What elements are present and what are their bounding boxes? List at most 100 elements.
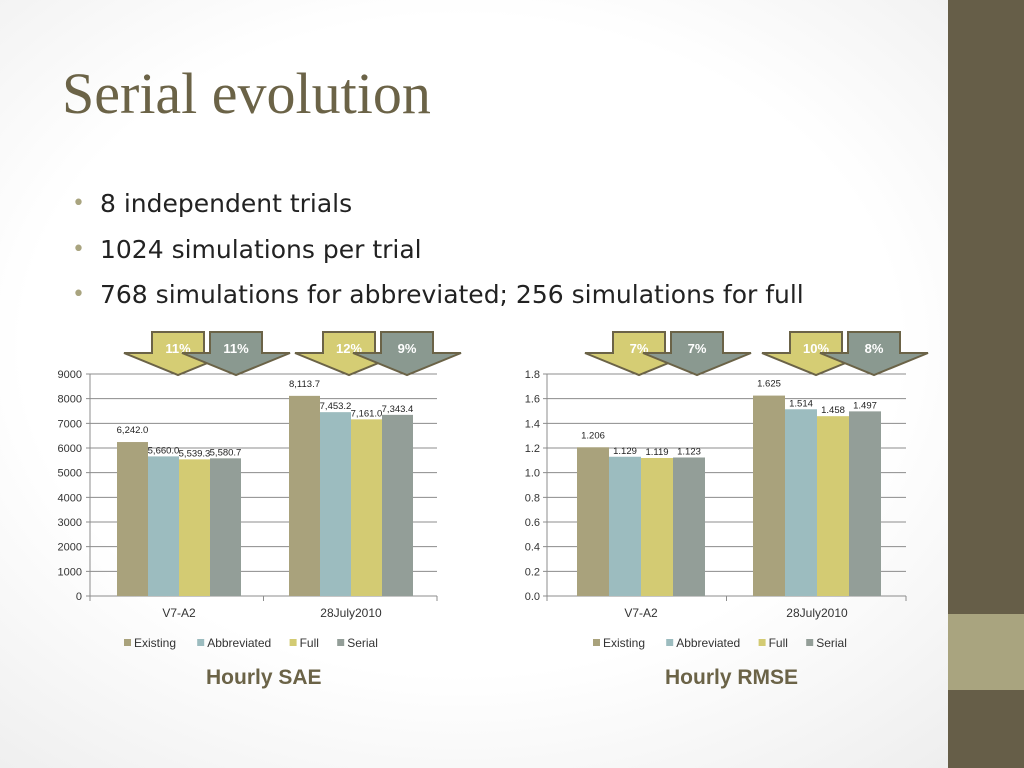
data-label: 1.458: [821, 405, 845, 416]
y-tick-label: 1.6: [525, 394, 540, 406]
legend-label: Full: [300, 636, 319, 650]
legend-label: Serial: [816, 636, 847, 650]
bar-full: [179, 459, 210, 596]
legend-label: Existing: [134, 636, 176, 650]
callout-arrow-grey: [352, 331, 462, 377]
bar-serial: [382, 414, 413, 596]
x-category-label: 28July2010: [786, 606, 848, 620]
data-label: 1.514: [789, 398, 813, 409]
data-label: 7,453.2: [320, 401, 352, 412]
bullet-list: • 8 independent trials • 1024 simulations …: [72, 186, 804, 323]
y-tick-label: 5000: [58, 468, 82, 480]
legend-swatch: [593, 639, 600, 646]
legend-label: Full: [769, 636, 788, 650]
bar-serial: [673, 457, 705, 596]
data-label: 1.206: [581, 430, 605, 441]
callout-label: 11%: [165, 341, 191, 356]
y-tick-label: 0.4: [525, 542, 540, 554]
callout-arrow-gold: [761, 331, 871, 377]
bar-full: [817, 416, 849, 596]
bar-abbreviated: [148, 456, 179, 596]
y-tick-label: 9000: [58, 369, 82, 381]
legend-label: Abbreviated: [676, 636, 740, 650]
bar-existing: [753, 395, 785, 596]
callout-label: 8%: [865, 341, 884, 356]
data-label: 1.129: [613, 446, 637, 457]
legend-swatch: [337, 639, 345, 646]
data-label: 1.625: [757, 379, 781, 390]
legend-swatch: [666, 639, 674, 646]
x-category-label: 28July2010: [320, 606, 382, 620]
x-category-label: V7-A2: [624, 606, 658, 620]
bullet-icon: •: [72, 282, 85, 307]
y-tick-label: 0.2: [525, 566, 540, 578]
sae-chart-caption: Hourly SAE: [206, 666, 322, 689]
data-label: 5,539.3: [179, 448, 211, 459]
bullet-icon: •: [72, 191, 85, 216]
bullet-item: • 1024 simulations per trial: [72, 232, 804, 278]
bar-existing: [289, 395, 320, 596]
legend-swatch: [124, 639, 131, 646]
callout-label: 12%: [336, 341, 362, 356]
callout-arrow-gold: [294, 331, 404, 377]
bar-abbreviated: [320, 412, 351, 596]
x-category-label: V7-A2: [162, 606, 196, 620]
y-tick-label: 3000: [58, 517, 82, 529]
bar-existing: [117, 442, 148, 596]
slide-title: Serial evolution: [62, 61, 431, 126]
data-label: 1.119: [645, 447, 668, 458]
callout-label: 9%: [398, 341, 417, 356]
bar-serial: [849, 411, 881, 596]
bullet-text: 1024 simulations per trial: [100, 234, 422, 264]
y-tick-label: 0.0: [525, 591, 540, 603]
callout-arrow-grey: [642, 331, 752, 377]
bar-full: [351, 419, 382, 596]
legend-swatch: [197, 639, 205, 646]
y-tick-label: 0: [76, 591, 82, 603]
y-tick-label: 1.4: [525, 418, 540, 430]
bar-full: [641, 457, 673, 596]
y-tick-label: 2000: [58, 542, 82, 554]
legend-swatch: [806, 639, 814, 646]
y-tick-label: 1.2: [525, 443, 540, 455]
y-tick-label: 7000: [58, 418, 82, 430]
y-tick-label: 1.8: [525, 369, 540, 381]
bar-abbreviated: [609, 456, 641, 596]
y-tick-label: 4000: [58, 492, 82, 504]
data-label: 5,660.0: [148, 445, 180, 456]
callout-label: 7%: [688, 341, 707, 356]
legend-label: Existing: [603, 636, 645, 650]
callout-arrow-gold: [123, 331, 233, 377]
y-tick-label: 0.8: [525, 492, 540, 504]
data-label: 8,113.7: [289, 379, 320, 390]
bullet-icon: •: [72, 236, 85, 262]
y-tick-label: 0.6: [525, 517, 540, 529]
callout-arrow-grey: [181, 331, 291, 377]
data-label: 5,580.7: [210, 447, 242, 458]
callout-arrow-gold: [584, 331, 694, 377]
callout-label: 7%: [630, 341, 649, 356]
y-tick-label: 1000: [58, 566, 82, 578]
bar-existing: [577, 447, 609, 596]
bar-abbreviated: [785, 409, 817, 596]
callout-arrow-grey: [819, 331, 929, 377]
sidebar-accent-block: [948, 614, 1024, 690]
bullet-text: 768 simulations for abbreviated; 256 sim…: [100, 280, 804, 309]
data-label: 7,161.0: [351, 408, 383, 419]
legend-swatch: [758, 639, 766, 646]
data-label: 6,242.0: [117, 425, 149, 436]
legend-label: Abbreviated: [207, 636, 271, 650]
callout-label: 10%: [803, 341, 829, 356]
bar-serial: [210, 458, 241, 596]
y-tick-label: 6000: [58, 443, 82, 455]
callout-label: 11%: [223, 341, 249, 356]
y-tick-label: 1.0: [525, 468, 540, 480]
bullet-text: 8 independent trials: [100, 189, 353, 218]
rmse-chart-caption: Hourly RMSE: [665, 666, 799, 689]
legend-swatch: [289, 639, 297, 646]
data-label: 1.497: [853, 400, 877, 411]
bullet-item: • 768 simulations for abbreviated; 256 si…: [72, 277, 804, 323]
data-label: 7,343.4: [382, 404, 414, 415]
data-label: 1.123: [677, 446, 701, 457]
bullet-item: • 8 independent trials: [72, 186, 804, 232]
